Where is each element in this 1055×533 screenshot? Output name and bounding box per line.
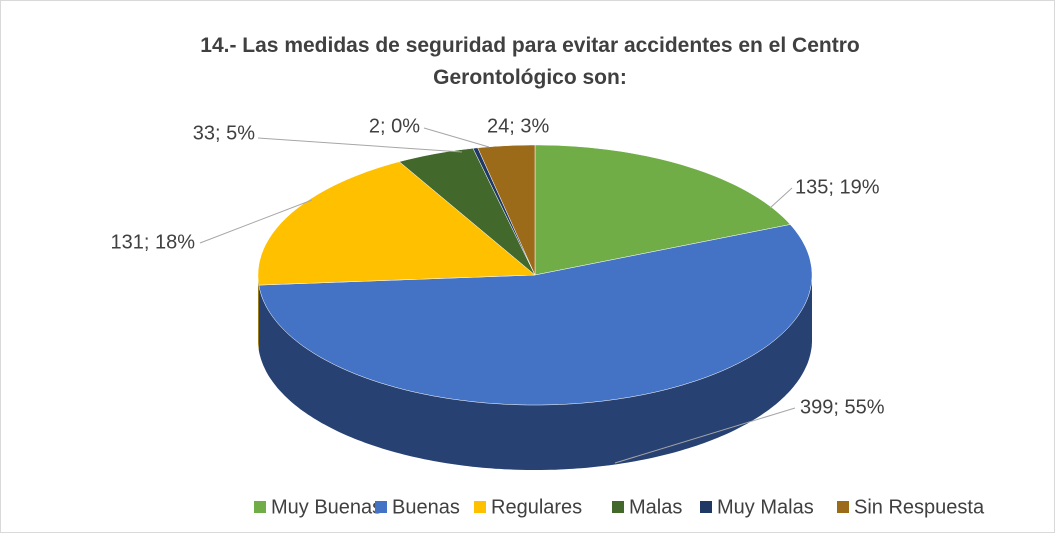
leader-line [423,127,490,148]
slice-side-shade [258,275,259,351]
legend-swatch [700,501,712,513]
leader-line [199,199,313,244]
data-label: 33; 5% [193,122,255,144]
legend-label: Muy Buenas [271,496,382,518]
legend-label: Regulares [491,496,582,518]
slice-side-shade [258,275,812,470]
legend-label: Buenas [392,496,460,518]
chart-title: 14.- Las medidas de seguridad para evita… [200,34,860,89]
legend-label: Sin Respuesta [854,496,985,518]
leader-line [257,137,463,153]
slice-side [258,275,812,470]
data-label: 399; 55% [800,396,885,418]
slice [398,148,536,276]
legend-swatch [474,501,486,513]
legend-swatch [375,501,387,513]
legend-swatch [254,501,266,513]
data-label: 2; 0% [369,115,420,137]
slice [477,144,536,276]
data-label: 131; 18% [110,231,195,253]
legend-label: Muy Malas [717,496,814,518]
slice [258,224,813,406]
slice [257,161,536,286]
leader-line [614,407,796,464]
slice [534,144,791,276]
legend-swatch [612,501,624,513]
slice-side [258,275,259,351]
data-label: 135; 19% [795,176,880,198]
legend-label: Malas [629,496,682,518]
legend-swatch [837,501,849,513]
leader-line [769,187,793,209]
data-label: 24; 3% [487,115,549,137]
